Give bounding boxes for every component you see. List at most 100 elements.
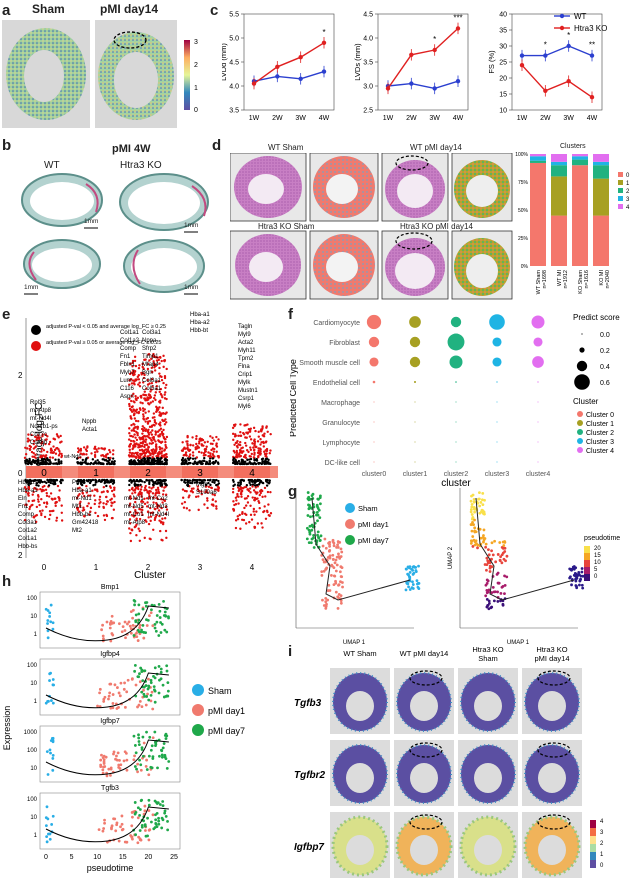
g-point-day1 (339, 580, 342, 584)
h-point-day7 (136, 806, 140, 810)
e-gene-label-down: mt-Nd1 (72, 496, 92, 502)
c-ylabel-0: LVDd (mm) (222, 43, 228, 81)
g-point-day1 (505, 554, 509, 558)
e-point (58, 499, 61, 502)
g-point-day7 (470, 513, 474, 516)
e-point (43, 515, 47, 519)
e-point (110, 461, 114, 464)
e-point (148, 486, 151, 489)
h-point-day7 (159, 667, 163, 671)
d-bar-segment-4 (593, 154, 609, 162)
e-point (130, 423, 133, 427)
h-point-day1 (130, 677, 134, 681)
e-point (60, 511, 63, 514)
e-point (58, 489, 61, 492)
g-point-day7 (469, 510, 473, 514)
g-point-day1 (486, 548, 490, 552)
g-point-day1 (338, 570, 342, 574)
h-point-day7 (153, 626, 157, 630)
i-lumen (474, 835, 502, 865)
g-trajectory (475, 497, 575, 601)
f-dot (373, 461, 375, 463)
e-point (215, 478, 218, 482)
e-point (42, 460, 45, 463)
e-point (141, 407, 145, 410)
h-point-day7 (165, 766, 169, 770)
g-point-day7 (470, 539, 474, 543)
h-point-day1 (124, 636, 127, 640)
h-point-day7 (144, 631, 147, 634)
e-point (41, 489, 45, 492)
h-point-sham (48, 679, 51, 682)
g-legend-dot (345, 519, 355, 529)
e-point (263, 432, 266, 435)
e-point (78, 510, 81, 513)
f-dot (496, 401, 498, 403)
e-point (253, 479, 257, 482)
e-point (155, 385, 159, 388)
h-point-day1 (117, 622, 121, 626)
e-point (258, 501, 261, 505)
e-point (157, 504, 161, 508)
h-point-day7 (155, 802, 159, 805)
e-point (113, 488, 116, 492)
e-point (252, 446, 255, 449)
e-point (247, 450, 250, 454)
g-point-sham (415, 579, 419, 583)
f-dot (492, 357, 502, 367)
g-point-day1 (323, 537, 327, 541)
e-point (134, 364, 138, 368)
g-point-day1 (505, 575, 509, 579)
i-lumen (474, 763, 502, 793)
e-point (251, 485, 254, 488)
e-point (41, 433, 44, 436)
e-point (131, 492, 134, 495)
h-point-day1 (131, 837, 134, 841)
i-lumen (410, 763, 438, 793)
g-point-day7 (482, 534, 485, 537)
e-point (187, 462, 191, 465)
e-legend-red (31, 341, 41, 351)
b-scale-label-4: 1mm (184, 284, 199, 291)
e-point (82, 506, 85, 509)
c-significance: * (433, 35, 436, 44)
e-point (141, 402, 144, 405)
g-point-day1 (503, 583, 507, 587)
e-point (145, 460, 148, 463)
h-point-day1 (151, 813, 155, 817)
h-point-day1 (110, 632, 114, 635)
e-point (264, 449, 267, 452)
h-point-day1 (145, 624, 149, 627)
e-gene-label-up: Crip1 (238, 372, 253, 378)
i-cbar-swatch (590, 852, 596, 860)
g-point-day1 (485, 582, 489, 585)
e-point (236, 492, 239, 496)
e-point (261, 481, 265, 485)
f-celltype-label: Endothelial cell (313, 380, 361, 387)
e-point (252, 489, 256, 492)
e-point (239, 527, 242, 530)
e-point (239, 423, 242, 426)
g-point-day7 (315, 513, 318, 517)
g-point-day7 (308, 532, 312, 536)
e-point (137, 366, 141, 370)
h-xtick-label: 5 (70, 854, 74, 861)
e-point (162, 359, 166, 362)
h-point-day1 (116, 686, 119, 689)
f-dot (455, 381, 457, 383)
e-point (146, 461, 150, 465)
e-point (210, 503, 214, 506)
f-dot (537, 421, 539, 423)
f-celltype-label: Macrophage (321, 400, 360, 407)
e-point (142, 428, 145, 432)
e-point (146, 448, 150, 451)
e-point (153, 424, 156, 427)
f-color-legend-dot (577, 411, 583, 417)
g-point-sham (411, 583, 415, 586)
h-point-sham (51, 753, 55, 757)
h-point-day1 (136, 816, 140, 820)
e-point (143, 480, 146, 484)
e-point (34, 514, 37, 518)
